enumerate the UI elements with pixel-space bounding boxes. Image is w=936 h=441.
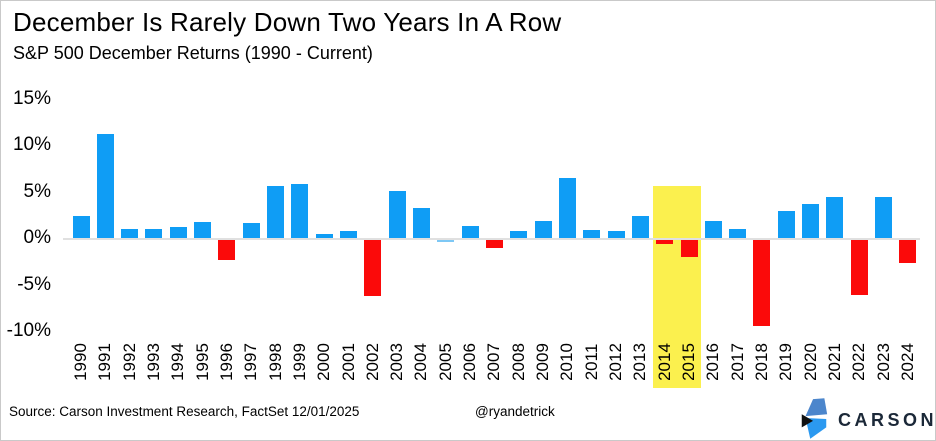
highlight-band-2014-2015	[652, 186, 701, 388]
y-tick-10: 10%	[12, 134, 51, 155]
x-tick-2015: 2015	[679, 343, 698, 381]
x-tick-1994: 1994	[168, 343, 188, 381]
x-tick-2012: 2012	[606, 343, 626, 381]
source-note: Source: Carson Investment Research, Fact…	[9, 404, 360, 419]
x-tick-2023: 2023	[873, 343, 893, 381]
x-tick-2008: 2008	[508, 343, 528, 381]
bar-1990	[72, 215, 90, 238]
bar-2012	[607, 231, 625, 238]
x-tick-1997: 1997	[241, 343, 261, 381]
x-tick-1999: 1999	[289, 343, 309, 381]
y-tick--5: -5%	[17, 273, 51, 295]
bar-2013	[631, 215, 649, 238]
bar-2018	[753, 240, 771, 326]
bar-2024	[899, 240, 917, 264]
x-tick-2014: 2014	[654, 343, 674, 381]
x-tick-2010: 2010	[557, 343, 577, 381]
bar-2001	[340, 230, 358, 238]
bar-2002	[364, 240, 382, 296]
x-tick-2003: 2003	[387, 343, 407, 381]
bar-1992	[121, 228, 139, 238]
bar-2019	[777, 211, 795, 238]
bar-2007	[485, 240, 503, 249]
x-tick-2007: 2007	[484, 343, 504, 381]
x-tick-2005: 2005	[435, 343, 455, 381]
x-tick-2011: 2011	[581, 343, 601, 381]
twitter-handle: @ryandetrick	[475, 404, 555, 419]
bar-1993	[145, 228, 163, 238]
bar-2003	[388, 190, 406, 238]
x-tick-2017: 2017	[727, 343, 747, 381]
bar-2017	[729, 228, 747, 238]
x-tick-1993: 1993	[143, 343, 163, 381]
bar-2010	[558, 177, 576, 238]
x-tick-1998: 1998	[265, 343, 285, 381]
bar-2016	[704, 221, 722, 238]
bar-1991	[96, 133, 114, 238]
chart-title: December Is Rarely Down Two Years In A R…	[13, 7, 562, 37]
bar-1999	[291, 184, 309, 238]
y-tick-15: 15%	[12, 87, 51, 109]
carson-logo: CARSON	[798, 396, 936, 440]
carson-logo-icon	[798, 396, 830, 440]
carson-logo-text: CARSON	[838, 410, 936, 430]
x-tick-2024: 2024	[897, 343, 917, 381]
bar-2009	[534, 221, 552, 238]
bar-1998	[267, 185, 285, 238]
x-tick-2020: 2020	[800, 343, 820, 381]
bar-2021	[826, 197, 844, 238]
bar-1996	[218, 240, 236, 261]
x-tick-2001: 2001	[338, 343, 358, 381]
x-tick-2006: 2006	[460, 343, 480, 381]
x-tick-2021: 2021	[824, 343, 844, 381]
bar-2015	[680, 240, 698, 257]
y-tick--10: -10%	[6, 320, 51, 341]
chart-subtitle: S&P 500 December Returns (1990 - Current…	[13, 43, 373, 63]
x-tick-2000: 2000	[314, 343, 334, 381]
x-tick-1990: 1990	[71, 343, 90, 381]
bar-2004	[412, 208, 430, 238]
x-tick-2004: 2004	[411, 343, 431, 381]
x-tick-1992: 1992	[119, 343, 139, 381]
x-tick-1991: 1991	[95, 343, 115, 381]
bar-2000	[315, 234, 333, 238]
bar-2006	[461, 225, 479, 238]
bar-2014	[656, 240, 674, 244]
bar-2008	[510, 230, 528, 238]
x-tick-2009: 2009	[533, 343, 553, 381]
bar-2023	[875, 197, 893, 238]
bar-2011	[583, 229, 601, 238]
y-tick-0: 0%	[23, 227, 51, 248]
bar-1997	[242, 223, 260, 238]
x-tick-2016: 2016	[703, 343, 723, 381]
x-tick-2002: 2002	[362, 343, 382, 381]
x-tick-2019: 2019	[776, 343, 796, 381]
zero-gridline	[63, 238, 920, 240]
bar-1994	[169, 226, 187, 238]
bar-2020	[802, 203, 820, 238]
bar-2005	[437, 240, 455, 242]
bar-1995	[194, 222, 212, 238]
x-tick-1995: 1995	[192, 343, 212, 381]
y-tick-5: 5%	[23, 180, 51, 202]
x-tick-2018: 2018	[751, 343, 771, 381]
x-tick-1996: 1996	[216, 343, 236, 381]
bar-2022	[850, 240, 868, 295]
x-tick-2013: 2013	[630, 343, 650, 381]
x-tick-2022: 2022	[849, 343, 869, 381]
